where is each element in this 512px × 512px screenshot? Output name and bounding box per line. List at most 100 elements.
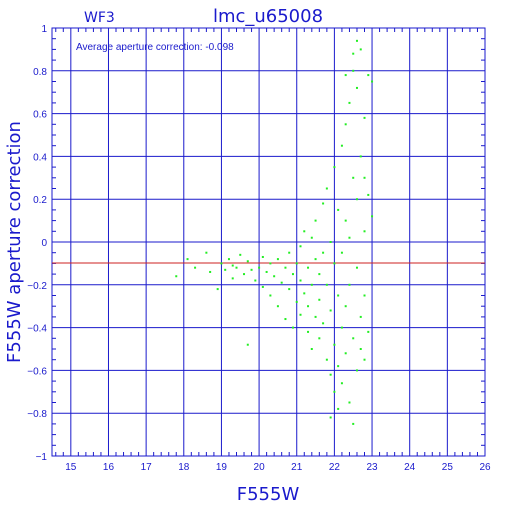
data-point xyxy=(322,251,325,254)
data-point xyxy=(359,48,362,51)
x-tick-label: 17 xyxy=(141,462,153,473)
data-point xyxy=(363,294,366,297)
data-point xyxy=(325,283,328,286)
chart-title: lmc_u65008 xyxy=(213,6,323,27)
y-tick-label: −0.6 xyxy=(27,366,47,377)
data-point xyxy=(344,352,347,355)
data-point xyxy=(246,260,249,263)
x-tick-label: 16 xyxy=(103,462,115,473)
data-point xyxy=(337,365,340,368)
data-point xyxy=(333,166,336,169)
x-axis-label: F555W xyxy=(237,484,300,505)
x-tick-label: 23 xyxy=(366,462,378,473)
data-point xyxy=(367,330,370,333)
y-tick-label: −0.8 xyxy=(27,409,47,420)
data-point xyxy=(340,251,343,254)
data-point xyxy=(340,326,343,329)
data-point xyxy=(352,176,355,179)
data-point xyxy=(371,80,374,83)
data-point xyxy=(273,275,276,278)
data-point xyxy=(333,390,336,393)
data-point xyxy=(318,273,321,276)
data-point xyxy=(333,262,336,265)
data-point xyxy=(371,215,374,218)
data-point xyxy=(348,236,351,239)
data-point xyxy=(261,285,264,288)
data-point xyxy=(258,266,261,269)
x-tick-label: 18 xyxy=(178,462,190,473)
x-tick-labels: 15 16 17 18 19 20 21 22 23 24 25 26 xyxy=(65,462,491,473)
data-point xyxy=(175,275,178,278)
data-point xyxy=(344,123,347,126)
data-point xyxy=(352,337,355,340)
data-point xyxy=(363,358,366,361)
data-point xyxy=(352,422,355,425)
panel-label: WF3 xyxy=(84,10,115,26)
data-point xyxy=(318,298,321,301)
data-point xyxy=(307,266,310,269)
data-point xyxy=(344,305,347,308)
x-tick-label: 21 xyxy=(291,462,303,473)
data-point xyxy=(299,313,302,316)
data-point xyxy=(318,337,321,340)
data-point xyxy=(209,270,212,273)
data-point xyxy=(284,266,287,269)
data-point xyxy=(329,373,332,376)
data-point xyxy=(352,52,355,55)
data-point xyxy=(276,305,279,308)
data-point xyxy=(231,277,234,280)
data-point xyxy=(205,251,208,254)
data-point xyxy=(288,251,291,254)
data-point xyxy=(291,326,294,329)
data-point xyxy=(325,187,328,190)
data-point xyxy=(224,268,227,271)
data-point xyxy=(314,315,317,318)
data-point xyxy=(359,315,362,318)
data-point xyxy=(314,258,317,261)
data-point xyxy=(359,348,362,350)
data-point xyxy=(337,407,340,410)
data-point xyxy=(288,288,291,291)
y-tick-label: 0.2 xyxy=(33,195,47,206)
data-point xyxy=(303,230,306,233)
data-point xyxy=(310,283,313,286)
average-annotation: Average aperture correction: -0.098 xyxy=(76,42,234,53)
x-tick-label: 26 xyxy=(479,462,491,473)
data-point xyxy=(329,241,332,243)
data-point xyxy=(337,294,340,297)
data-point xyxy=(227,258,230,261)
data-point xyxy=(269,262,272,265)
data-point xyxy=(348,283,351,286)
data-point xyxy=(295,300,298,303)
x-tick-label: 25 xyxy=(442,462,454,473)
x-tick-label: 24 xyxy=(404,462,416,473)
data-point xyxy=(367,74,370,77)
data-point xyxy=(243,273,246,276)
data-point xyxy=(329,309,332,312)
data-point xyxy=(284,318,287,321)
data-point xyxy=(280,281,283,284)
data-point xyxy=(220,262,223,265)
x-tick-label: 22 xyxy=(329,462,341,473)
data-point xyxy=(250,268,253,271)
data-point xyxy=(235,266,238,269)
data-point xyxy=(216,288,219,291)
x-tick-label: 19 xyxy=(216,462,228,473)
data-point xyxy=(231,264,234,267)
data-point xyxy=(325,358,328,361)
data-point xyxy=(359,155,362,158)
data-point xyxy=(310,236,313,239)
data-point xyxy=(307,330,310,333)
data-point xyxy=(239,253,242,256)
data-point xyxy=(265,270,268,273)
x-tick-label: 15 xyxy=(65,462,77,473)
data-point xyxy=(310,348,313,350)
data-point xyxy=(340,382,343,385)
data-point xyxy=(340,144,343,147)
data-point xyxy=(333,343,336,346)
data-point xyxy=(295,262,298,265)
data-point xyxy=(246,343,249,346)
data-point xyxy=(348,401,351,404)
y-tick-label: −0.2 xyxy=(27,281,47,292)
